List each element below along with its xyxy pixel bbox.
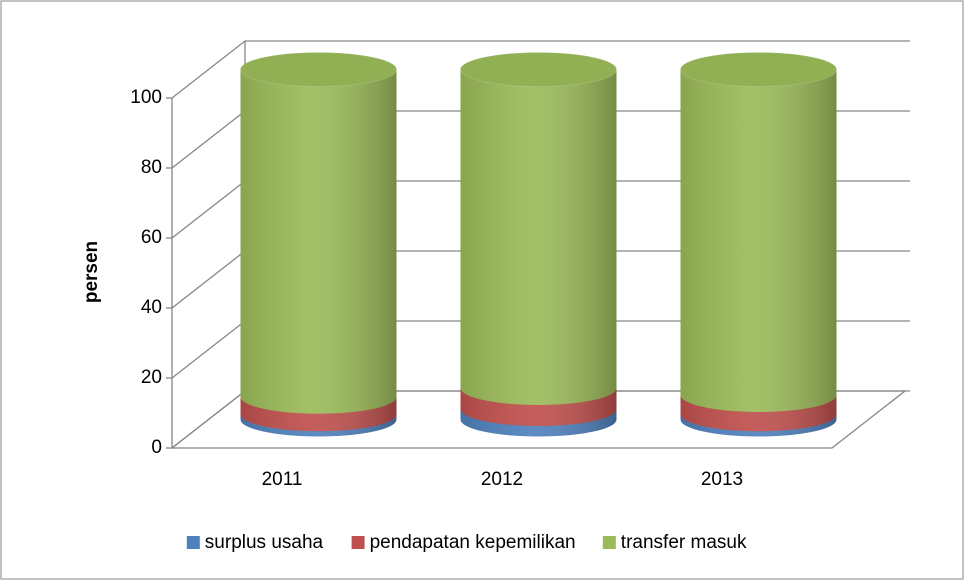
x-tick-label: 2011 bbox=[262, 469, 303, 490]
cylinder-top bbox=[460, 52, 617, 87]
legend-swatch bbox=[186, 536, 200, 549]
cylinder-top-shade bbox=[240, 52, 397, 87]
cylinder-top-shade bbox=[460, 52, 617, 87]
y-tick-label: 80 bbox=[141, 157, 162, 178]
cylinder-shade bbox=[460, 409, 617, 437]
cylinder-top bbox=[680, 52, 837, 87]
cylinder-shade bbox=[460, 69, 617, 405]
cylinder-shade bbox=[460, 388, 617, 427]
cylinder-top-shade bbox=[680, 52, 837, 87]
y-tick-label: 60 bbox=[141, 227, 162, 248]
y-tick-label: 20 bbox=[141, 367, 162, 388]
cylinder-shade bbox=[240, 414, 397, 437]
legend-swatch bbox=[602, 536, 616, 549]
legend-label: pendapatan kepemilikan bbox=[370, 532, 576, 553]
cylinder-shade bbox=[240, 396, 397, 432]
y-tick-label: 0 bbox=[151, 437, 162, 458]
cylinder-shade bbox=[680, 414, 837, 437]
legend-label: surplus usaha bbox=[205, 532, 324, 553]
y-tick-label: 100 bbox=[130, 87, 162, 108]
y-axis-label: persen bbox=[81, 241, 102, 303]
cylinder-shade bbox=[240, 69, 397, 414]
legend-swatch bbox=[351, 536, 365, 549]
x-tick-label: 2013 bbox=[701, 469, 743, 490]
grid-line bbox=[171, 40, 910, 99]
cylinder-shade bbox=[680, 69, 837, 412]
x-tick-label: 2012 bbox=[481, 469, 523, 490]
cylinder-shade bbox=[680, 395, 837, 432]
cylinder-top bbox=[240, 52, 397, 87]
y-tick-label: 40 bbox=[141, 297, 162, 318]
legend-label: transfer masuk bbox=[621, 532, 747, 553]
